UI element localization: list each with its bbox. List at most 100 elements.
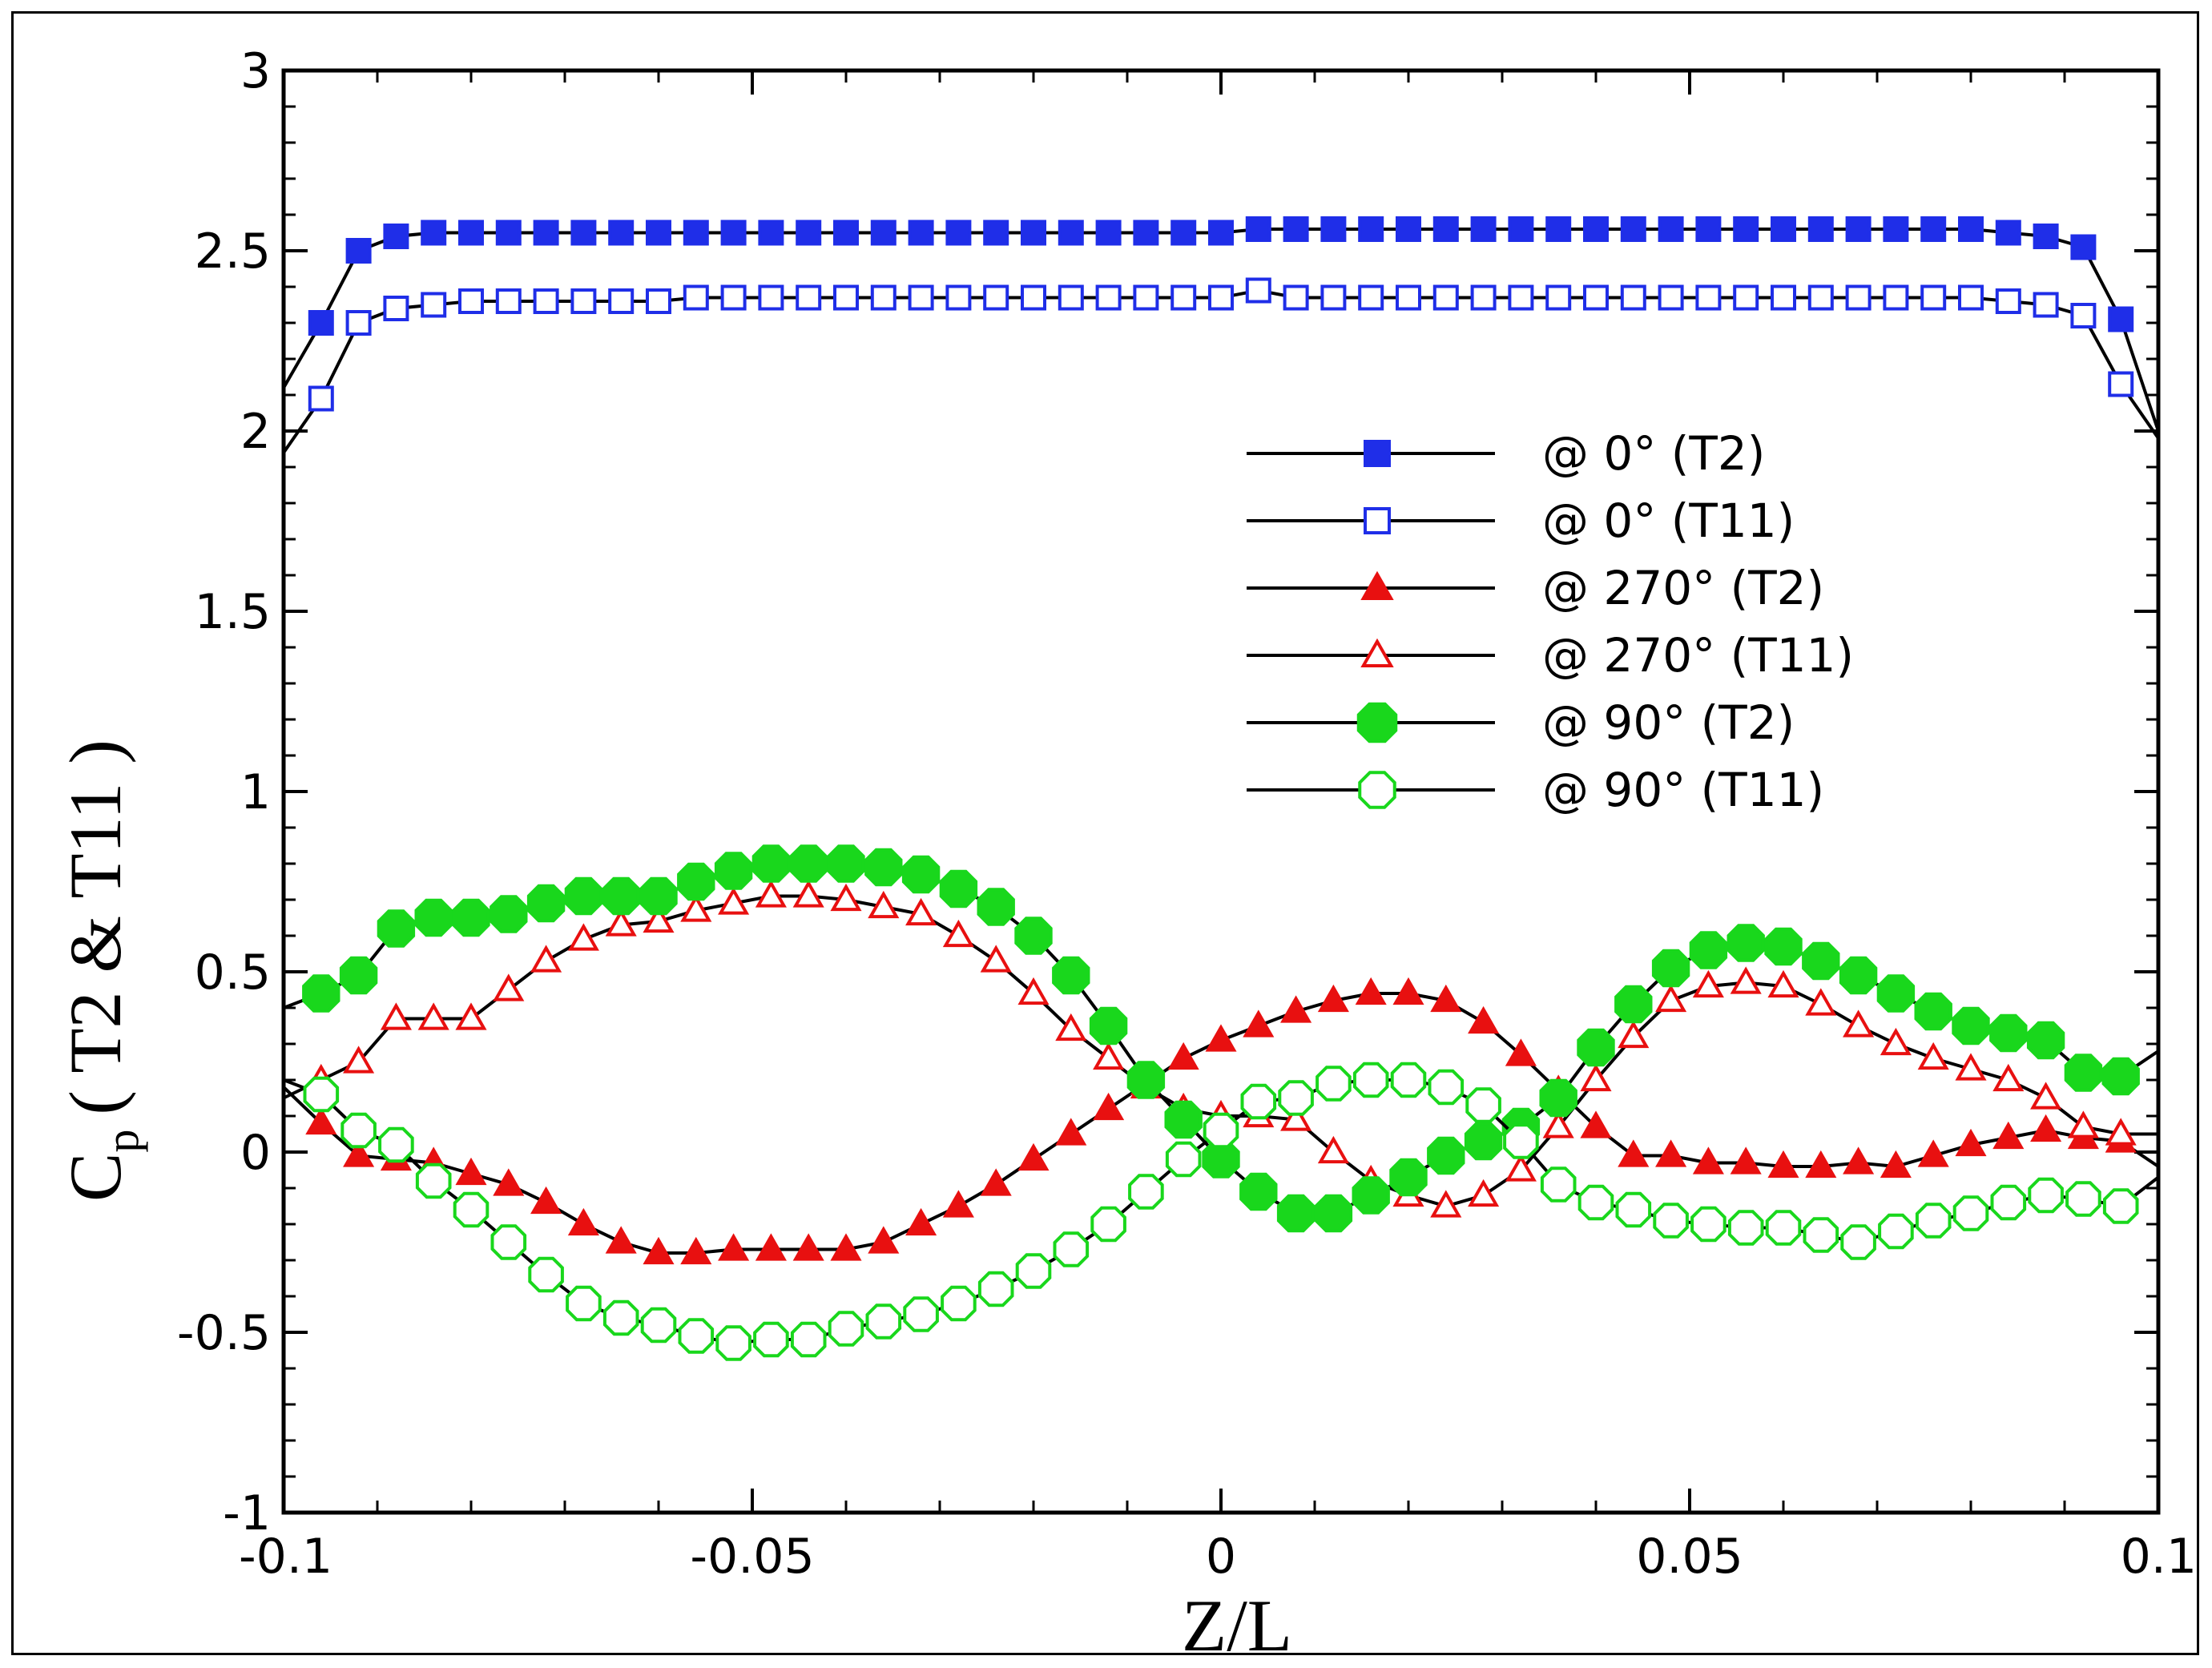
legend-marker <box>1360 638 1394 667</box>
data-point <box>1726 924 1765 962</box>
data-point <box>1464 1122 1503 1161</box>
series-2 <box>282 977 2160 1265</box>
data-point <box>1995 288 2021 314</box>
y-tick-label: 0 <box>240 1125 271 1181</box>
data-point <box>1695 284 1722 311</box>
data-point <box>640 1307 677 1344</box>
data-point <box>1658 284 1684 311</box>
data-point <box>792 1233 824 1261</box>
data-point <box>1089 1006 1128 1046</box>
data-point <box>2033 224 2059 249</box>
data-point <box>905 897 937 926</box>
data-point <box>2102 1188 2139 1224</box>
data-point <box>868 890 900 919</box>
data-point <box>2065 1181 2101 1217</box>
data-point <box>1280 1103 1312 1131</box>
data-point <box>415 1162 452 1199</box>
data-point <box>1915 1203 1952 1239</box>
data-point <box>417 1002 449 1030</box>
data-point <box>942 1190 974 1218</box>
data-point <box>1771 216 1796 242</box>
data-point <box>720 284 747 311</box>
data-point <box>1276 1194 1316 1233</box>
data-point <box>833 220 859 246</box>
data-point <box>1880 1150 1912 1178</box>
data-point <box>1505 1038 1537 1066</box>
data-point <box>720 220 747 246</box>
data-point <box>1655 1139 1687 1167</box>
data-point <box>1245 216 1271 242</box>
data-point <box>1468 1005 1500 1034</box>
data-point <box>605 909 637 937</box>
y-axis-title-rest: ( T2 & T11 ) <box>54 739 136 1115</box>
data-point <box>905 1207 937 1236</box>
data-point <box>1055 1118 1087 1146</box>
series-line <box>282 228 2160 432</box>
data-point <box>1053 1231 1090 1267</box>
data-point <box>1802 941 1840 981</box>
data-point <box>792 880 824 908</box>
data-point <box>345 238 372 264</box>
data-point <box>303 1076 340 1113</box>
data-point <box>755 1233 787 1261</box>
data-point <box>908 220 934 246</box>
data-point <box>980 945 1012 973</box>
y-tick-label: 3 <box>240 43 271 99</box>
data-point <box>1695 216 1722 242</box>
data-point <box>1320 216 1347 242</box>
data-point <box>1021 284 1046 311</box>
data-point <box>827 844 865 883</box>
data-point <box>1358 284 1384 311</box>
data-point <box>1430 984 1462 1013</box>
data-point <box>1771 284 1796 311</box>
legend-label: @ 90° (T2) <box>1542 695 1795 750</box>
x-tick-label: -0.05 <box>690 1529 814 1585</box>
series-line <box>282 288 2160 454</box>
data-point <box>983 220 1009 246</box>
data-point <box>718 887 750 915</box>
y-tick-label: 2.5 <box>195 224 271 280</box>
data-point <box>1692 969 1724 998</box>
series-5 <box>283 1062 2160 1361</box>
data-point <box>870 284 896 311</box>
data-point <box>790 1321 827 1358</box>
data-point <box>1428 1069 1465 1106</box>
data-point <box>1017 1142 1050 1171</box>
data-point <box>1240 1083 1277 1120</box>
data-point <box>380 1002 412 1030</box>
x-tick-label: 0 <box>1206 1529 1236 1585</box>
data-point <box>1465 1087 1501 1123</box>
data-point <box>1278 1080 1314 1116</box>
data-point <box>1992 1121 2025 1150</box>
data-point <box>1733 284 1759 311</box>
series-4 <box>283 844 2160 1233</box>
data-point <box>2067 1110 2099 1138</box>
data-point <box>939 869 978 909</box>
legend-label: @ 0° (T11) <box>1542 494 1795 548</box>
data-point <box>1545 216 1572 242</box>
data-point <box>677 862 715 901</box>
data-point <box>602 876 640 916</box>
data-point <box>608 220 635 246</box>
data-point <box>1992 1063 2025 1092</box>
data-point <box>1876 974 1916 1013</box>
data-point <box>602 1299 639 1336</box>
data-point <box>865 1303 902 1340</box>
data-point <box>566 1285 602 1322</box>
data-point <box>2105 1118 2137 1146</box>
y-tick-label: 0.5 <box>195 945 271 1001</box>
data-point <box>1653 1203 1689 1239</box>
data-point <box>828 1311 864 1347</box>
data-point <box>1468 1178 1500 1207</box>
data-point <box>343 1046 375 1074</box>
data-point <box>1093 1092 1125 1121</box>
data-point <box>339 956 378 995</box>
data-point <box>796 284 822 311</box>
y-axis-title: Cp ( T2 & T11 ) <box>54 739 148 1202</box>
data-point <box>528 1256 564 1293</box>
data-point <box>570 220 597 246</box>
data-point <box>1577 1028 1615 1067</box>
data-point <box>1692 1146 1724 1174</box>
data-point <box>490 895 528 933</box>
data-point <box>567 923 599 951</box>
